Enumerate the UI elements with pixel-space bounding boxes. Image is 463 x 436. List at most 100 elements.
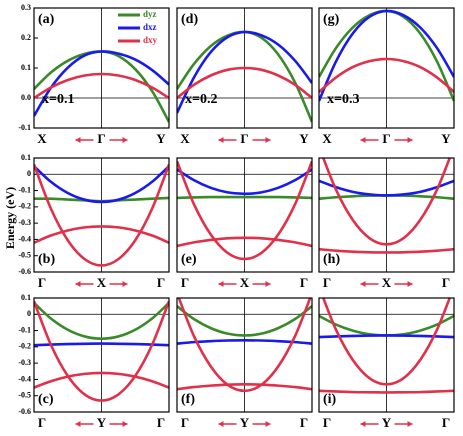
y-tick-label: 0.0 bbox=[21, 93, 31, 102]
panel-label: (c) bbox=[38, 392, 54, 407]
x-tick-label: X bbox=[37, 131, 47, 146]
band-curve bbox=[177, 160, 312, 261]
panel-label: (b) bbox=[38, 252, 55, 267]
arrow-head bbox=[265, 137, 271, 143]
panel: Γ Y Γ (i) bbox=[318, 297, 455, 430]
band-curve bbox=[177, 30, 312, 114]
y-tick-label: -0.6 bbox=[18, 267, 31, 276]
arrow-head bbox=[265, 421, 271, 427]
x-tick-label: Γ bbox=[382, 131, 390, 146]
band-curve bbox=[177, 339, 312, 345]
band-curve bbox=[319, 247, 454, 254]
x-tick-label: Γ bbox=[442, 275, 450, 290]
band-curve bbox=[319, 334, 454, 339]
x-tick-label: X bbox=[180, 131, 190, 146]
band-curve bbox=[177, 66, 312, 100]
panel-frame bbox=[176, 157, 313, 273]
arrow-head bbox=[360, 281, 366, 287]
arrow-head bbox=[407, 281, 413, 287]
panel-label: (g) bbox=[323, 12, 340, 27]
legend-label: dyz bbox=[143, 9, 157, 19]
y-tick-label: 0.1 bbox=[21, 63, 31, 72]
legend-label: dxz bbox=[143, 22, 157, 32]
y-axis-label: Energy (eV) bbox=[3, 187, 17, 249]
arrow-head bbox=[75, 421, 81, 427]
y-tick-label: 0.3 bbox=[21, 3, 31, 12]
x-tick-label: Γ bbox=[300, 415, 308, 430]
x-tick-label: Γ bbox=[181, 415, 189, 430]
band-curve bbox=[177, 383, 312, 391]
y-tick-label: -0.2 bbox=[18, 342, 31, 351]
panel-frame bbox=[318, 297, 455, 413]
curves bbox=[34, 50, 169, 123]
band-curve bbox=[34, 164, 169, 267]
curves bbox=[319, 9, 454, 102]
arrow-head bbox=[122, 421, 128, 427]
y-tick-label: -0.1 bbox=[18, 123, 31, 132]
panel-label: (e) bbox=[181, 252, 197, 267]
x-tick-label: Γ bbox=[442, 415, 450, 430]
arrow-head bbox=[218, 137, 224, 143]
x-tick-label: X bbox=[97, 275, 107, 290]
arrow-head bbox=[75, 281, 81, 287]
panel: 0.1 0 -0.1 -0.2 -0.3 -0.4 -0.5 -0.6 Γ X Γ (b) bbox=[18, 153, 170, 290]
x-tick-label: Γ bbox=[323, 275, 331, 290]
curves bbox=[177, 160, 312, 261]
arrow-head bbox=[122, 137, 128, 143]
curves bbox=[177, 298, 312, 393]
band-curve bbox=[34, 165, 169, 204]
x-tick-label: Γ bbox=[38, 415, 46, 430]
panel-frame bbox=[33, 157, 170, 273]
band-curve bbox=[319, 389, 454, 394]
x-tick-label: Y bbox=[240, 415, 250, 430]
y-tick-label: -0.5 bbox=[18, 251, 31, 260]
arrow-head bbox=[75, 137, 81, 143]
arrow-head bbox=[407, 137, 413, 143]
arrow-head bbox=[122, 281, 128, 287]
x-tick-label: X bbox=[322, 131, 332, 146]
y-tick-label: 0 bbox=[27, 309, 31, 318]
panel-label: (d) bbox=[181, 12, 198, 27]
panel: 0.3 0.2 0.1 0.0 -0.1 X Γ Y (a) x=0.1 dyz dxz dxy bbox=[18, 3, 170, 146]
annotation: x=0.2 bbox=[185, 92, 217, 107]
arrow-head bbox=[360, 137, 366, 143]
arrow-head bbox=[407, 421, 413, 427]
panel: Γ Y Γ (f) bbox=[176, 297, 313, 430]
band-curve bbox=[34, 72, 169, 100]
band-curve bbox=[177, 305, 312, 337]
annotation: x=0.1 bbox=[42, 92, 74, 107]
x-tick-label: Y bbox=[441, 131, 451, 146]
x-tick-label: Γ bbox=[240, 131, 248, 146]
panel-label: (a) bbox=[38, 12, 55, 27]
y-tick-label: -0.6 bbox=[18, 407, 31, 416]
band-curve bbox=[34, 225, 169, 244]
y-tick-label: -0.1 bbox=[18, 325, 31, 334]
band-curve bbox=[34, 301, 169, 341]
panel-frame bbox=[318, 7, 455, 129]
band-curve bbox=[321, 298, 452, 386]
panel-frame bbox=[33, 297, 170, 413]
band-curve bbox=[177, 195, 312, 200]
y-tick-label: 0 bbox=[27, 169, 31, 178]
y-tick-label: -0.3 bbox=[18, 358, 31, 367]
arrow-head bbox=[218, 281, 224, 287]
panel: X Γ Y (d) x=0.2 bbox=[176, 7, 313, 146]
x-tick-label: Y bbox=[97, 415, 107, 430]
arrow-head bbox=[218, 421, 224, 427]
x-tick-label: Γ bbox=[300, 275, 308, 290]
x-tick-label: Y bbox=[156, 131, 166, 146]
y-tick-label: -0.4 bbox=[18, 374, 31, 383]
x-tick-label: Γ bbox=[38, 275, 46, 290]
panel: Γ X Γ (e) bbox=[176, 157, 313, 290]
band-curve bbox=[34, 300, 169, 402]
curves bbox=[319, 158, 454, 254]
panel-frame bbox=[176, 297, 313, 413]
y-tick-label: 0.1 bbox=[21, 293, 31, 302]
x-tick-label: Y bbox=[382, 415, 392, 430]
band-curve bbox=[321, 158, 452, 246]
band-curve bbox=[319, 9, 454, 102]
x-tick-label: Y bbox=[299, 131, 309, 146]
y-tick-label: -0.2 bbox=[18, 202, 31, 211]
